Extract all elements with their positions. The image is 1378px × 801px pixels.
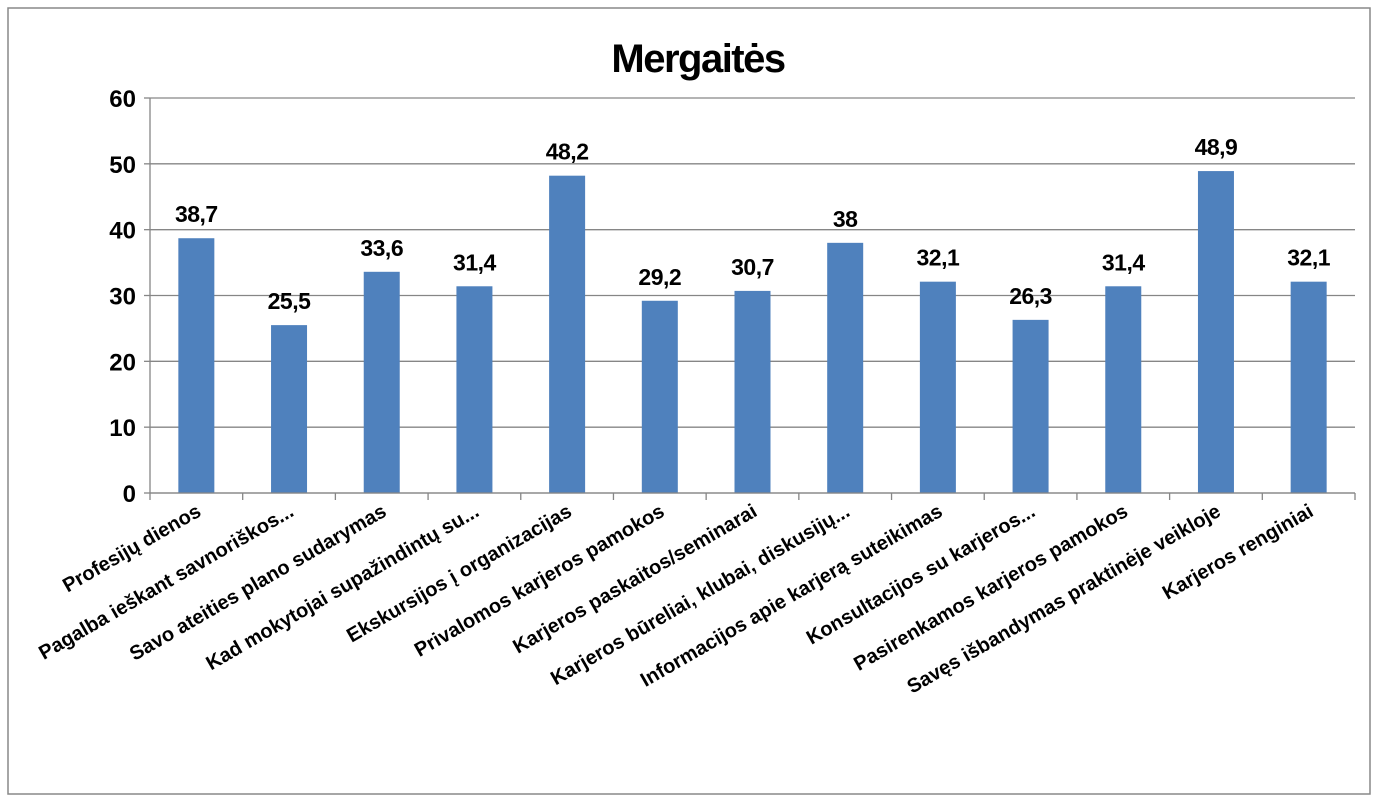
value-label: 38	[833, 206, 858, 232]
bar	[1012, 319, 1049, 493]
bar	[641, 300, 678, 493]
chart-border	[7, 7, 1371, 795]
value-label: 32,1	[917, 245, 960, 271]
value-label: 48,9	[1195, 134, 1238, 160]
y-tick-label: 30	[109, 284, 136, 311]
bar	[178, 238, 215, 493]
value-label: 32,1	[1287, 245, 1330, 271]
value-label: 33,6	[360, 235, 403, 261]
value-label: 31,4	[1102, 249, 1145, 275]
value-label: 26,3	[1009, 283, 1052, 309]
value-label: 31,4	[453, 249, 496, 275]
y-tick-label: 60	[109, 86, 136, 113]
y-tick-label: 50	[109, 152, 136, 179]
y-tick-label: 0	[123, 481, 136, 508]
bar	[919, 281, 956, 493]
bar	[827, 242, 864, 493]
bar	[1197, 171, 1234, 493]
value-label: 38,7	[175, 201, 218, 227]
value-label: 48,2	[546, 139, 589, 165]
bar	[271, 325, 308, 493]
bar	[549, 175, 586, 493]
value-label: 25,5	[268, 288, 311, 314]
chart-title: Mergaitės	[611, 37, 784, 81]
value-label: 30,7	[731, 254, 774, 280]
y-tick-label: 10	[109, 415, 136, 442]
bar	[363, 271, 400, 493]
bar	[1290, 281, 1327, 493]
value-label: 29,2	[638, 264, 681, 290]
bar	[1105, 286, 1142, 493]
bar	[734, 290, 771, 493]
y-tick-label: 40	[109, 218, 136, 245]
y-tick-label: 20	[109, 349, 136, 376]
bar	[456, 286, 493, 493]
